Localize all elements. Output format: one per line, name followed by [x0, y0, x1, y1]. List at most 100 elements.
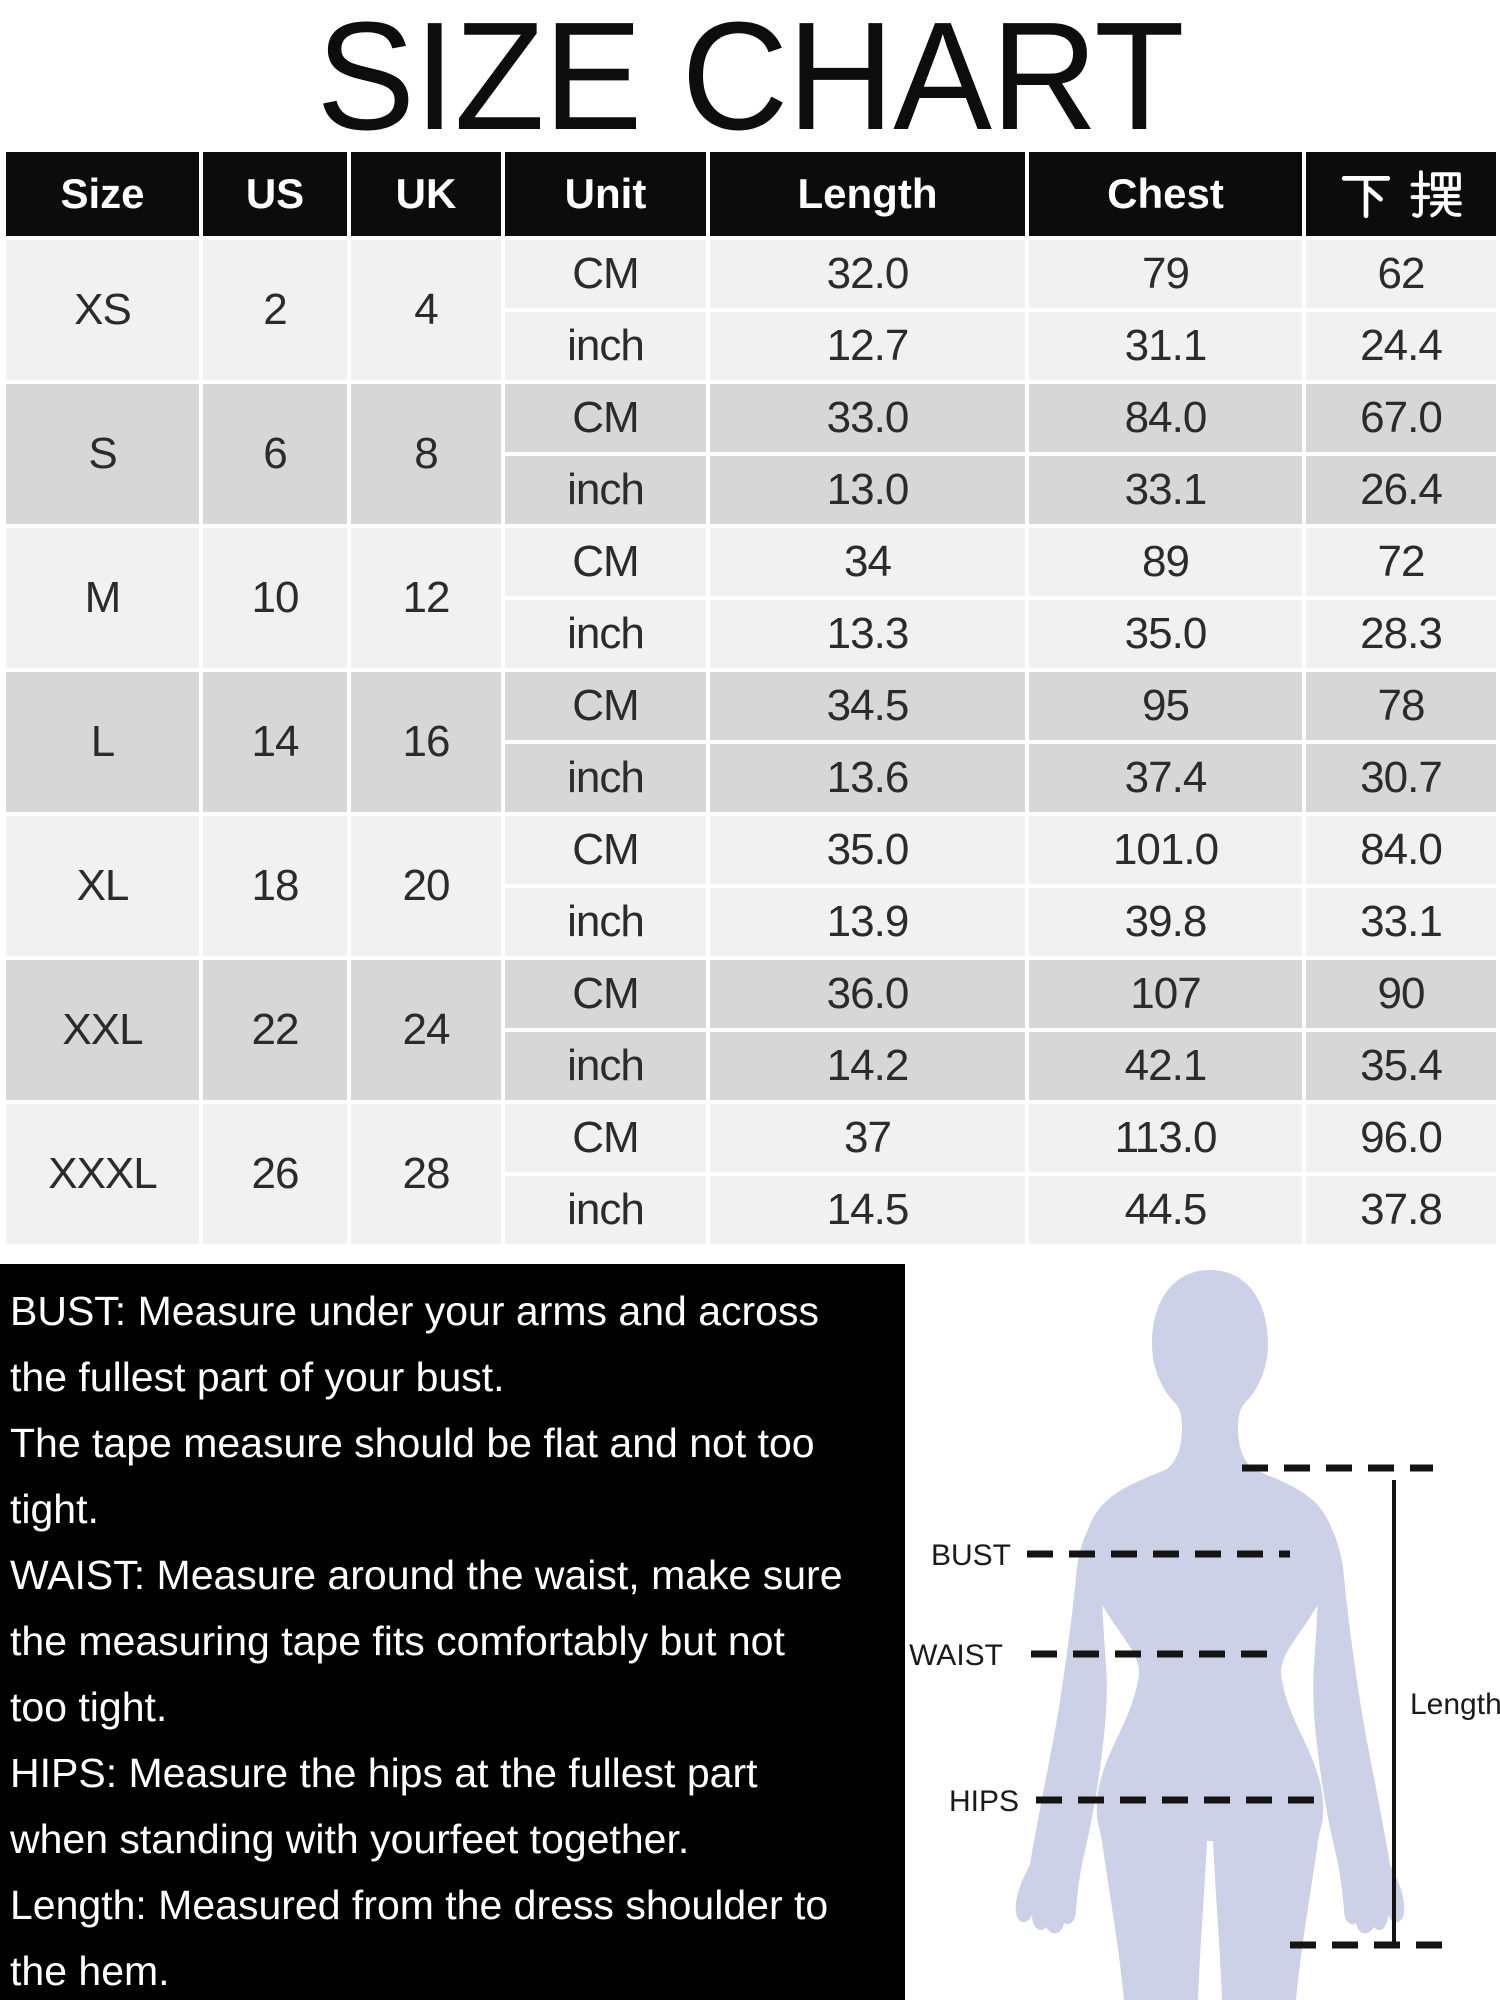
table-row: XS 2 4 CM 32.0 79 62 [6, 240, 1496, 380]
cell-chest-cm: 101.0 [1029, 816, 1302, 884]
instruction-line: too tight. [10, 1684, 168, 1730]
instruction-line: HIPS: Measure the hips at the fullest pa… [10, 1750, 758, 1796]
cell-uk: 24 [351, 960, 501, 1100]
cell-size: XXL [6, 960, 199, 1100]
cell-unit-inch: inch [505, 888, 706, 956]
cell-uk: 12 [351, 528, 501, 668]
cell-us: 22 [203, 960, 347, 1100]
instruction-line: the measuring tape fits comfortably but … [10, 1618, 785, 1664]
cell-unit-cm: CM [505, 384, 706, 452]
silhouette-body [1084, 1270, 1336, 2000]
cell-hem-cm: 78 [1306, 672, 1496, 740]
cell-hem-cm: 90 [1306, 960, 1496, 1028]
table-row: inch 14.5 44.5 37.8 [6, 1176, 1496, 1244]
table-row: inch 13.6 37.4 30.7 [6, 744, 1496, 812]
table-row: inch 12.7 31.1 24.4 [6, 312, 1496, 380]
header-length: Length [710, 152, 1025, 236]
cell-chest-inch: 39.8 [1029, 888, 1302, 956]
cell-length-cm: 34 [710, 528, 1025, 596]
cell-length-inch: 13.9 [710, 888, 1025, 956]
table-row: S 6 8 CM 33.0 84.0 67.0 [6, 384, 1496, 524]
cell-length-inch: 13.6 [710, 744, 1025, 812]
cell-unit-inch: inch [505, 1176, 706, 1244]
cell-length-inch: 14.5 [710, 1176, 1025, 1244]
cell-size: XL [6, 816, 199, 956]
cell-size: XS [6, 240, 199, 380]
header-uk: UK [351, 152, 501, 236]
instruction-line: WAIST: Measure around the waist, make su… [10, 1552, 843, 1598]
cell-unit-inch: inch [505, 744, 706, 812]
header-hem [1306, 152, 1496, 236]
hips-label: HIPS [949, 1785, 1019, 1818]
cell-length-cm: 37 [710, 1104, 1025, 1172]
table-row: XL 18 20 CM 35.0 101.0 84.0 [6, 816, 1496, 956]
table-row: inch 14.2 42.1 35.4 [6, 1032, 1496, 1100]
cell-chest-inch: 35.0 [1029, 600, 1302, 668]
instruction-line: the fullest part of your bust. [10, 1354, 505, 1400]
instruction-line: when standing with yourfeet together. [10, 1816, 690, 1862]
cell-hem-inch: 35.4 [1306, 1032, 1496, 1100]
cell-us: 14 [203, 672, 347, 812]
page-title: SIZE CHART [316, 0, 1184, 163]
bottom-section: BUST: Measure under your arms and across… [0, 1264, 1500, 2000]
cell-us: 26 [203, 1104, 347, 1244]
instruction-line: The tape measure should be flat and not … [10, 1420, 815, 1466]
cell-size: M [6, 528, 199, 668]
cell-uk: 20 [351, 816, 501, 956]
table-row: inch 13.3 35.0 28.3 [6, 600, 1496, 668]
instruction-line: the hem. [10, 1948, 170, 1994]
cell-unit-cm: CM [505, 816, 706, 884]
cell-length-inch: 13.0 [710, 456, 1025, 524]
cell-chest-inch: 42.1 [1029, 1032, 1302, 1100]
cell-hem-cm: 72 [1306, 528, 1496, 596]
header-us: US [203, 152, 347, 236]
cell-us: 2 [203, 240, 347, 380]
cell-unit-cm: CM [505, 528, 706, 596]
cell-uk: 8 [351, 384, 501, 524]
bust-label: BUST [931, 1539, 1011, 1572]
cell-us: 18 [203, 816, 347, 956]
cell-unit-cm: CM [505, 960, 706, 1028]
header-row: Size US UK Unit Length Chest [6, 152, 1496, 236]
cell-hem-inch: 26.4 [1306, 456, 1496, 524]
instruction-line: BUST: Measure under your arms and across [10, 1288, 819, 1334]
silhouette-right-arm [1313, 1514, 1405, 1934]
cell-uk: 4 [351, 240, 501, 380]
measure-instructions-panel: BUST: Measure under your arms and across… [0, 1264, 905, 2000]
cell-length-inch: 13.3 [710, 600, 1025, 668]
cell-length-cm: 32.0 [710, 240, 1025, 308]
cell-chest-cm: 107 [1029, 960, 1302, 1028]
cell-hem-inch: 28.3 [1306, 600, 1496, 668]
table-row: inch 13.0 33.1 26.4 [6, 456, 1496, 524]
waist-label: WAIST [909, 1639, 1003, 1672]
cell-hem-cm: 96.0 [1306, 1104, 1496, 1172]
cell-us: 6 [203, 384, 347, 524]
body-measurement-diagram: BUST WAIST HIPS Length [905, 1264, 1500, 2000]
cell-length-inch: 12.7 [710, 312, 1025, 380]
cell-chest-cm: 95 [1029, 672, 1302, 740]
instruction-line: Length: Measured from the dress shoulder… [10, 1882, 829, 1928]
cell-hem-inch: 37.8 [1306, 1176, 1496, 1244]
measurement-annotations [1027, 1464, 1448, 1949]
cell-unit-inch: inch [505, 600, 706, 668]
cell-length-cm: 34.5 [710, 672, 1025, 740]
cell-chest-inch: 31.1 [1029, 312, 1302, 380]
cell-chest-cm: 84.0 [1029, 384, 1302, 452]
cell-length-cm: 36.0 [710, 960, 1025, 1028]
cell-chest-inch: 37.4 [1029, 744, 1302, 812]
cell-hem-cm: 62 [1306, 240, 1496, 308]
cell-length-cm: 35.0 [710, 816, 1025, 884]
cell-us: 10 [203, 528, 347, 668]
cell-unit-cm: CM [505, 240, 706, 308]
cell-chest-cm: 79 [1029, 240, 1302, 308]
table-row: XXL 22 24 CM 36.0 107 90 [6, 960, 1496, 1100]
cell-chest-cm: 113.0 [1029, 1104, 1302, 1172]
table-row: L 14 16 CM 34.5 95 78 [6, 672, 1496, 812]
cell-unit-inch: inch [505, 1032, 706, 1100]
silhouette-left-arm [1015, 1514, 1107, 1934]
instruction-line: tight. [10, 1486, 99, 1532]
cell-size: XXXL [6, 1104, 199, 1244]
header-size: Size [6, 152, 199, 236]
cell-unit-inch: inch [505, 456, 706, 524]
